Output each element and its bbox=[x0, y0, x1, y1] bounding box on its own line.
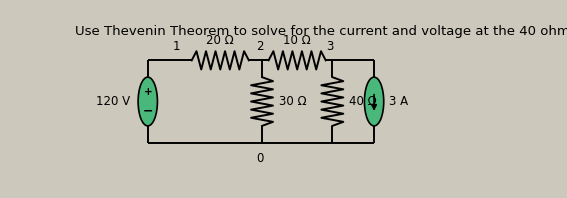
Text: −: − bbox=[142, 104, 153, 117]
Ellipse shape bbox=[138, 77, 158, 126]
Text: 20 Ω: 20 Ω bbox=[206, 34, 234, 47]
Text: 120 V: 120 V bbox=[96, 95, 130, 108]
Text: 0: 0 bbox=[256, 152, 264, 165]
Text: 3: 3 bbox=[327, 40, 334, 53]
Text: 2: 2 bbox=[256, 40, 264, 53]
Text: Use Thevenin Theorem to solve for the current and voltage at the 40 ohm resistor: Use Thevenin Theorem to solve for the cu… bbox=[75, 25, 567, 38]
Ellipse shape bbox=[365, 77, 384, 126]
Text: 30 Ω: 30 Ω bbox=[279, 95, 306, 108]
Text: 10 Ω: 10 Ω bbox=[284, 34, 311, 47]
Text: +: + bbox=[143, 87, 152, 97]
Text: 3 A: 3 A bbox=[390, 95, 409, 108]
Text: 40 Ω: 40 Ω bbox=[349, 95, 377, 108]
Text: 1: 1 bbox=[172, 40, 180, 53]
